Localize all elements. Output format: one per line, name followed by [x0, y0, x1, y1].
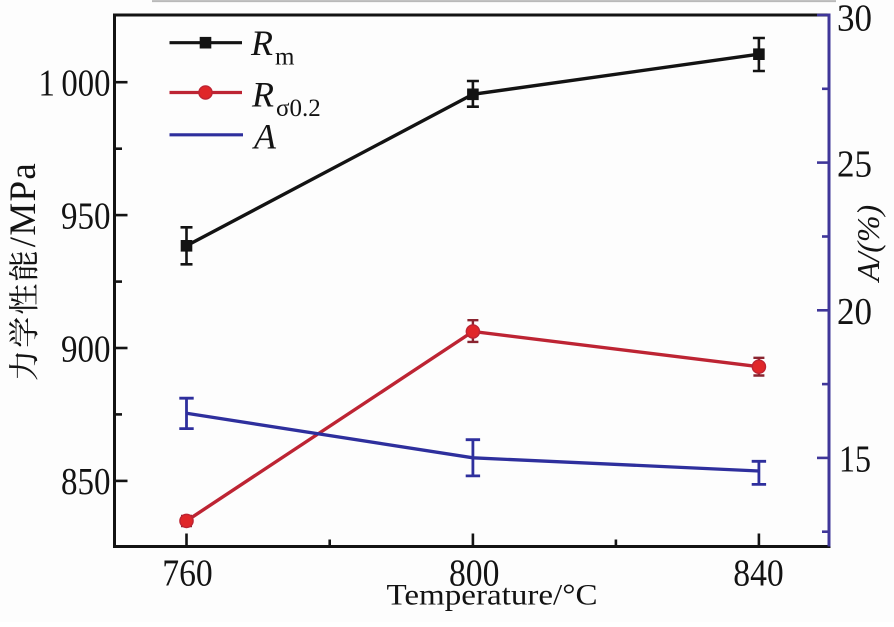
svg-text:20: 20	[837, 291, 872, 333]
svg-text:R: R	[250, 23, 273, 63]
svg-text:Temperature/°C: Temperature/°C	[387, 579, 598, 612]
svg-text:/MPa: /MPa	[3, 163, 44, 247]
svg-text:A/(%): A/(%)	[850, 205, 886, 283]
svg-text:σ0.2: σ0.2	[276, 95, 321, 122]
svg-text:950: 950	[61, 195, 111, 237]
svg-text:850: 850	[61, 461, 111, 503]
svg-text:25: 25	[837, 143, 872, 185]
svg-text:760: 760	[162, 553, 213, 595]
svg-text:840: 840	[733, 553, 784, 595]
svg-text:15: 15	[839, 439, 871, 481]
svg-text:30: 30	[837, 0, 872, 40]
svg-text:R: R	[251, 74, 274, 114]
svg-text:800: 800	[449, 553, 500, 595]
svg-text:900: 900	[61, 328, 111, 370]
svg-text:m: m	[275, 44, 295, 71]
svg-text:1 000: 1 000	[39, 63, 111, 105]
svg-text:A: A	[252, 117, 277, 157]
